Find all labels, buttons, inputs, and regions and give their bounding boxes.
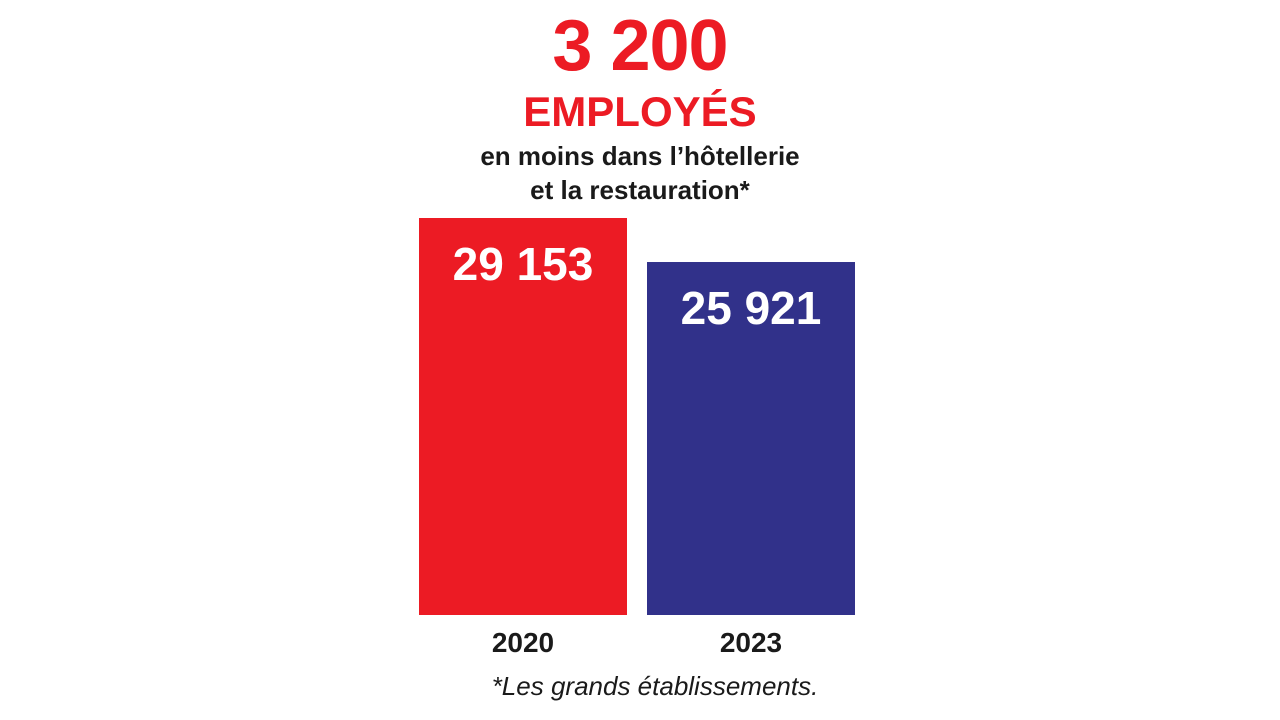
headline-word: EMPLOYÉS	[523, 88, 757, 135]
footnote: *Les grands établissements.	[491, 671, 819, 701]
bar-value-label-2020: 29 153	[453, 238, 594, 290]
headline-number: 3 200	[552, 6, 728, 86]
bar-2020	[419, 218, 627, 615]
x-tick-label-2023: 2023	[720, 627, 782, 658]
headline-subtitle-line-1: en moins dans l’hôtellerie	[480, 141, 800, 171]
bar-2023	[647, 262, 855, 615]
headline-subtitle-line-2: et la restauration*	[530, 175, 750, 205]
x-tick-label-2020: 2020	[492, 627, 554, 658]
bar-value-label-2023: 25 921	[681, 282, 822, 334]
